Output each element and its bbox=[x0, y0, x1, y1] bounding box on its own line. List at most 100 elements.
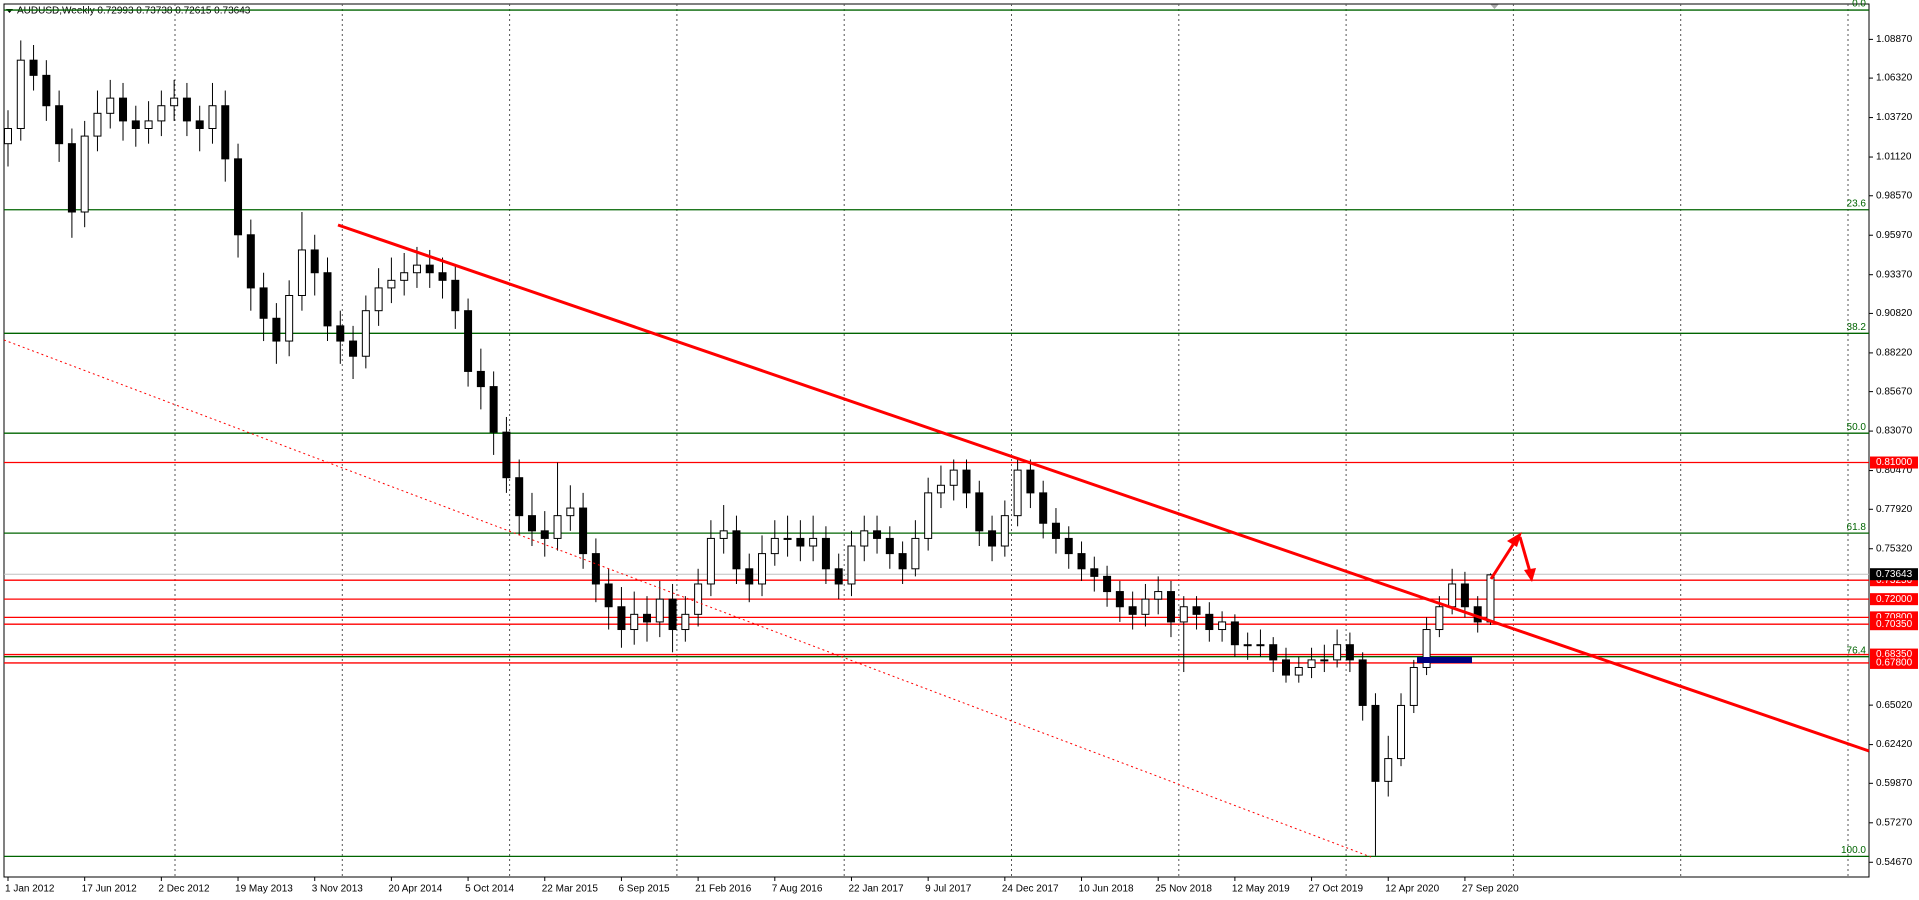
candle-body bbox=[834, 568, 843, 585]
candle-body bbox=[1039, 492, 1048, 524]
x-tick-label: 1 Jan 2012 bbox=[5, 884, 55, 895]
channel-line bbox=[3, 339, 1372, 858]
y-tick-label: 0.83070 bbox=[1876, 426, 1913, 437]
y-tick-label: 0.59870 bbox=[1876, 778, 1913, 789]
candle-body bbox=[246, 234, 255, 289]
level-label: 0.67800 bbox=[1876, 658, 1913, 669]
level-label: 0.73250 bbox=[1876, 575, 1913, 586]
candle-body bbox=[29, 59, 38, 76]
candle-body bbox=[1013, 469, 1022, 517]
candle-body bbox=[1269, 644, 1278, 661]
arrow-up bbox=[1489, 539, 1518, 580]
candle-body bbox=[1486, 574, 1495, 623]
x-tick-label: 17 Jun 2012 bbox=[82, 884, 137, 895]
drawings bbox=[3, 223, 1870, 858]
fib-label: 50.0 bbox=[1847, 422, 1867, 433]
candle-body bbox=[975, 492, 984, 532]
candle-body bbox=[336, 325, 345, 342]
candle-body bbox=[1256, 644, 1265, 647]
candle-body bbox=[502, 431, 511, 479]
candle-body bbox=[1230, 621, 1239, 646]
candle-body bbox=[1051, 522, 1060, 539]
candle-body bbox=[55, 105, 64, 145]
candle-body bbox=[758, 553, 767, 585]
level-label: 0.68350 bbox=[1876, 649, 1913, 660]
candle-body bbox=[1333, 644, 1342, 661]
x-tick-label: 6 Sep 2015 bbox=[618, 884, 670, 895]
candle-body bbox=[1448, 583, 1457, 608]
candle-body bbox=[911, 537, 920, 570]
candle-body bbox=[949, 469, 958, 486]
candle-body bbox=[1115, 591, 1124, 608]
candle-body bbox=[540, 530, 549, 539]
last-price-tag bbox=[1870, 568, 1918, 581]
candle-body bbox=[387, 279, 396, 289]
candle-body bbox=[131, 120, 140, 129]
candle-body bbox=[681, 613, 690, 631]
trend-line bbox=[337, 223, 1870, 753]
x-tick-label: 5 Oct 2014 bbox=[465, 884, 514, 895]
candle-body bbox=[1026, 469, 1035, 494]
candle-body bbox=[1320, 659, 1329, 662]
level-tag bbox=[1870, 656, 1918, 669]
candle-body bbox=[962, 469, 971, 494]
candle-body bbox=[515, 477, 524, 517]
candle-body bbox=[898, 553, 907, 570]
level-label: 0.70800 bbox=[1876, 612, 1913, 623]
candle-body bbox=[566, 507, 575, 517]
y-tick-label: 0.65020 bbox=[1876, 700, 1913, 711]
candle-body bbox=[604, 583, 613, 608]
candle-body bbox=[732, 530, 741, 570]
candle-body bbox=[1294, 666, 1303, 676]
candle-body bbox=[234, 158, 243, 236]
candle-body bbox=[847, 545, 856, 585]
x-tick-label: 10 Jun 2018 bbox=[1079, 884, 1134, 895]
candle-body bbox=[310, 249, 319, 274]
candle-body bbox=[745, 568, 754, 585]
candle-body bbox=[553, 515, 562, 539]
y-tick-label: 0.75320 bbox=[1876, 543, 1913, 554]
x-tick-label: 20 Apr 2014 bbox=[388, 884, 442, 895]
candle-body bbox=[400, 272, 409, 281]
candle-body bbox=[1307, 659, 1316, 668]
level-label: 0.81000 bbox=[1876, 457, 1913, 468]
candle-body bbox=[1345, 644, 1354, 661]
candle-body bbox=[182, 97, 191, 122]
fib-label: 0.0 bbox=[1852, 0, 1866, 10]
y-tick-label: 0.88220 bbox=[1876, 348, 1913, 359]
plot bbox=[4, 40, 1495, 856]
candle-body bbox=[208, 105, 217, 129]
candle-body bbox=[323, 272, 332, 327]
fib-label: 38.2 bbox=[1847, 322, 1867, 333]
x-tick-label: 24 Dec 2017 bbox=[1002, 884, 1059, 895]
candle-body bbox=[297, 249, 306, 297]
x-tick-label: 12 Apr 2020 bbox=[1385, 884, 1439, 895]
y-tick-label: 0.77920 bbox=[1876, 504, 1913, 515]
x-tick-label: 2 Dec 2012 bbox=[158, 884, 210, 895]
candle-body bbox=[668, 598, 677, 631]
candle-body bbox=[1166, 591, 1175, 623]
candle-body bbox=[617, 606, 626, 631]
y-tick-label: 0.95970 bbox=[1876, 230, 1913, 241]
candle-body bbox=[1077, 553, 1086, 570]
candle-body bbox=[630, 613, 639, 631]
candle-body bbox=[1179, 606, 1188, 623]
candle-body bbox=[80, 135, 89, 213]
candle-body bbox=[259, 287, 268, 319]
candle-body bbox=[809, 537, 818, 547]
candle-body bbox=[821, 537, 830, 570]
candle-body bbox=[438, 272, 447, 281]
level-tag bbox=[1870, 456, 1918, 469]
candle-body bbox=[1409, 666, 1418, 706]
y-tick-label: 0.85670 bbox=[1876, 386, 1913, 397]
candle-body bbox=[579, 507, 588, 555]
zone-box bbox=[1417, 657, 1472, 663]
candle-body bbox=[412, 264, 421, 274]
candle-body bbox=[988, 530, 997, 547]
last-price-label: 0.73643 bbox=[1876, 569, 1913, 580]
candle-body bbox=[272, 317, 281, 342]
candle-body bbox=[706, 537, 715, 585]
candle-body bbox=[464, 310, 473, 372]
fib-label: 100.0 bbox=[1841, 845, 1866, 856]
